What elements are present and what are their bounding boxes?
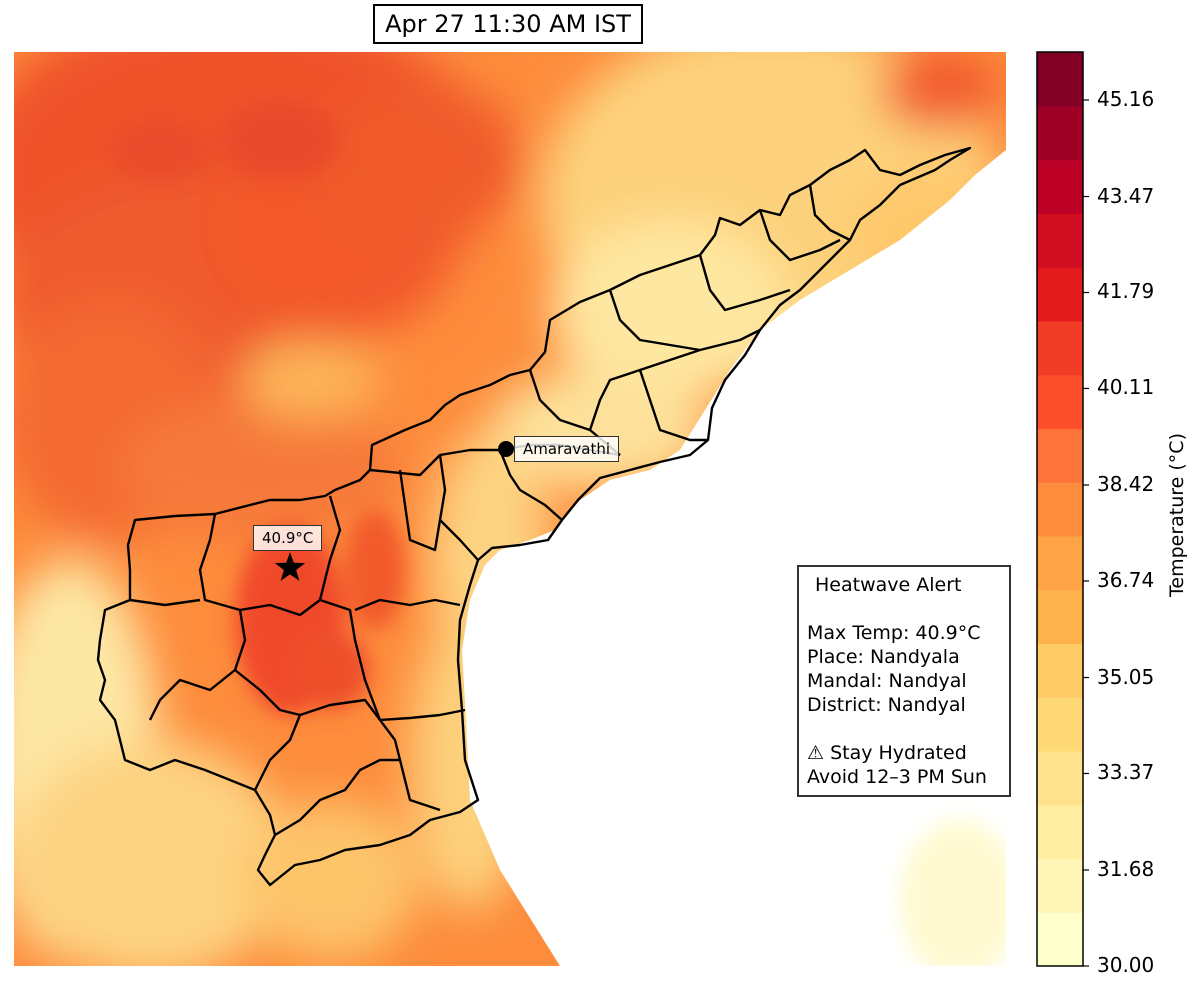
alert-district: District: Nandyal [807,694,966,716]
capital-marker[interactable] [498,441,514,457]
colorbar-tick-label: 38.42 [1097,472,1155,496]
colorbar-tick-label: 36.74 [1097,567,1155,592]
colorbar-tick-label: 45.16 [1097,86,1155,111]
colorbar-segment [1037,750,1083,806]
colorbar-frame [1036,51,1084,967]
colorbar-segment [1037,320,1083,376]
colorbar [1036,51,1089,967]
alert-max-temp: Max Temp: 40.9°C [807,622,981,644]
capital-dot [498,441,514,457]
alert-title: Heatwave Alert [815,574,962,596]
colorbar-segment [1037,159,1083,214]
star-icon [274,552,306,581]
temperature-field [14,52,1006,966]
state-boundary [96,146,972,887]
colorbar-segment [1037,105,1083,161]
max-temp-marker[interactable] [274,552,306,581]
colorbar-segment [1037,643,1083,698]
colorbar-tick-label: 35.05 [1097,664,1155,689]
colorbar-tick-label: 33.37 [1097,760,1155,785]
alert-mandal: Mandal: Nandyal [807,670,967,692]
capital-label: Amaravathi [514,436,620,462]
colorbar-tick-label: 30.00 [1097,953,1155,977]
alert-advice: Avoid 12–3 PM Sun [807,766,987,788]
colorbar-segment [1037,213,1083,268]
colorbar-segment [1037,428,1083,483]
colorbar-segment [1037,804,1083,860]
colorbar-segment [1037,52,1083,107]
colorbar-segment [1037,267,1083,322]
colorbar-tick-label: 31.68 [1097,857,1155,882]
colorbar-segment [1037,535,1083,591]
colorbar-segment [1037,374,1083,429]
colorbar-segment [1037,858,1083,913]
colorbar-tick-label: 41.79 [1097,279,1155,304]
alert-place: Place: Nandyala [807,646,960,668]
colorbar-title: Temperature (°C) [1166,433,1188,597]
colorbar-segment [1037,589,1083,645]
colorbar-segment [1037,912,1083,967]
colorbar-segment [1037,697,1083,752]
colorbar-tick-label: 40.11 [1097,375,1155,400]
heatwave-alert-box: Heatwave Alert Max Temp: 40.9°C Place: N… [797,565,1011,797]
colorbar-segment [1037,482,1083,537]
max-temp-label: 40.9°C [253,525,323,551]
map-title: Apr 27 11:30 AM IST [373,4,643,44]
alert-warning: ⚠ Stay Hydrated [807,742,967,764]
colorbar-tick-label: 43.47 [1097,183,1155,208]
